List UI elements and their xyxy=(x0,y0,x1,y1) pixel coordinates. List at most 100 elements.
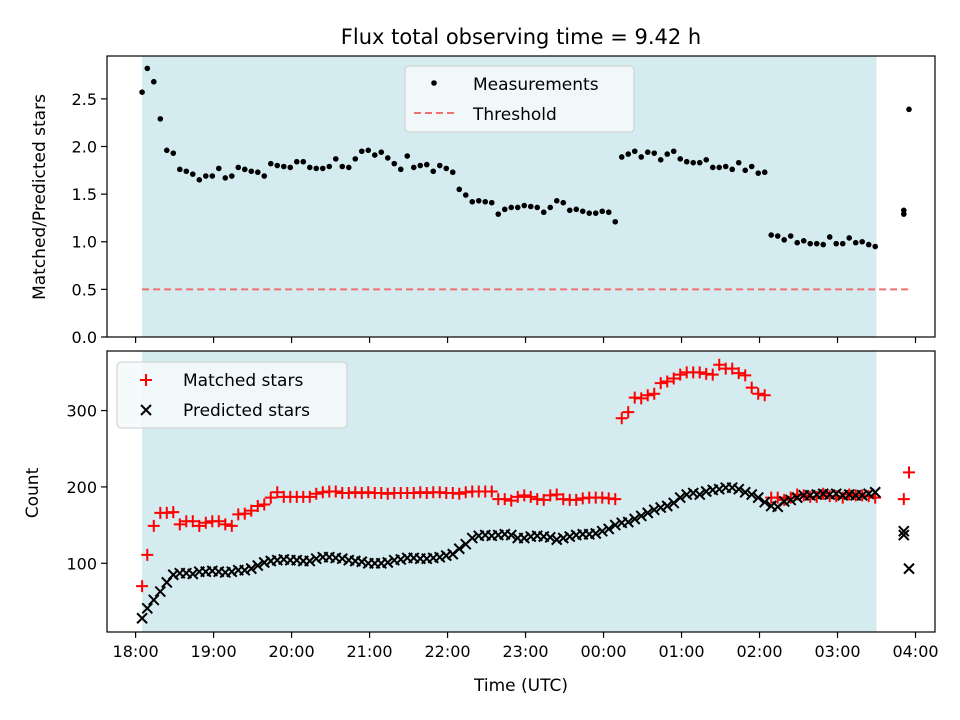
matched-stars-point xyxy=(271,486,284,499)
matched-stars-point xyxy=(726,362,739,375)
measurements-point xyxy=(774,233,781,239)
measurements-point xyxy=(280,163,287,170)
measurements-point xyxy=(449,169,456,176)
measurements-point xyxy=(807,240,814,247)
matched-stars-point xyxy=(693,366,706,379)
measurements-point xyxy=(553,197,560,204)
predicted-stars-point xyxy=(466,532,478,544)
measurements-point xyxy=(664,151,671,157)
measurements-point xyxy=(742,167,749,174)
matched-stars-point xyxy=(732,367,745,380)
measurements-point xyxy=(358,148,365,155)
measurements-point xyxy=(683,158,690,165)
predicted-stars-point xyxy=(661,500,673,512)
measurements-point xyxy=(228,173,235,179)
measurements-point xyxy=(677,156,684,162)
predicted-stars-point xyxy=(903,562,915,575)
measurements-point xyxy=(501,206,508,213)
matched-stars-point xyxy=(264,491,277,504)
measurements-point xyxy=(781,237,788,243)
x-tick-label: 22:00 xyxy=(425,642,471,661)
measurements-point xyxy=(709,164,716,171)
legend-measurements-marker xyxy=(431,80,437,86)
matched-stars-point xyxy=(199,516,212,529)
measurements-point xyxy=(521,202,528,209)
measurements-point xyxy=(716,164,723,171)
matched-stars-point xyxy=(609,493,622,506)
matched-stars-point xyxy=(758,389,771,402)
predicted-stars-point xyxy=(739,486,751,498)
matched-stars-point xyxy=(752,387,765,400)
measurements-point xyxy=(852,239,859,246)
matched-stars-point xyxy=(511,490,524,503)
predicted-stars-point xyxy=(898,529,910,541)
x-tick-label: 04:00 xyxy=(892,642,938,661)
measurements-point xyxy=(462,192,469,198)
measurements-point xyxy=(345,164,352,171)
measurements-point xyxy=(872,243,879,250)
predicted-stars-point xyxy=(642,507,654,519)
matched-stars-point xyxy=(706,368,719,381)
measurements-point xyxy=(293,158,300,165)
measurements-point xyxy=(397,166,404,173)
x-axis-label: Time (UTC) xyxy=(473,676,568,696)
measurements-point xyxy=(508,204,515,211)
measurements-point xyxy=(761,169,768,176)
matched-stars-point xyxy=(238,507,251,520)
legend-predicted-label: Predicted stars xyxy=(183,401,310,421)
matched-stars-point xyxy=(622,406,635,419)
matched-stars-point xyxy=(219,518,232,531)
matched-stars-point xyxy=(505,494,518,507)
measurements-point xyxy=(657,157,664,163)
measurements-point xyxy=(306,164,313,171)
legend-measurements-label: Measurements xyxy=(473,75,599,95)
measurements-point xyxy=(612,218,619,225)
matched-stars-point xyxy=(141,548,154,561)
measurements-point xyxy=(254,169,261,176)
measurements-point xyxy=(378,149,385,156)
measurements-point xyxy=(560,199,567,206)
measurements-point xyxy=(794,239,801,246)
measurements-point xyxy=(150,78,157,85)
measurements-point xyxy=(202,173,209,179)
matched-stars-point xyxy=(778,493,791,506)
measurements-point xyxy=(547,204,554,211)
matched-stars-point xyxy=(654,377,667,390)
predicted-stars-point xyxy=(622,516,634,528)
measurements-point xyxy=(631,148,638,155)
matched-stars-point xyxy=(225,519,238,532)
matched-stars-point xyxy=(648,387,661,400)
measurements-point xyxy=(729,166,736,173)
measurements-point xyxy=(527,203,534,210)
measurements-point xyxy=(267,160,274,167)
bottom-panel: 18:00 19:00 20:00 21:00 22:00 23:00 00:00 01:00… xyxy=(23,350,939,696)
measurements-point xyxy=(644,149,651,156)
measurements-point xyxy=(906,106,912,113)
measurements-point xyxy=(443,165,450,172)
matched-stars-point xyxy=(186,515,199,528)
measurements-point xyxy=(436,162,443,169)
measurements-point xyxy=(430,168,437,175)
measurements-point xyxy=(352,156,359,162)
measurements-point xyxy=(703,157,710,163)
matched-stars-point xyxy=(453,487,466,500)
top-panel-legend-box xyxy=(404,65,635,133)
legend-matched-label: Matched stars xyxy=(183,371,303,391)
x-tick-label: 20:00 xyxy=(269,642,315,661)
measurements-point xyxy=(326,163,333,170)
matched-stars-point xyxy=(329,485,342,498)
x-tick-label: 23:00 xyxy=(502,642,548,661)
bottom-panel-legend: Matched stars Predicted stars xyxy=(116,361,348,429)
measurements-point xyxy=(586,210,593,216)
predicted-stars-point xyxy=(544,531,556,544)
matched-stars-point xyxy=(485,485,498,498)
measurements-point xyxy=(826,234,833,240)
measurements-point xyxy=(599,208,606,215)
matched-stars-point xyxy=(661,375,674,388)
matched-stars-point xyxy=(258,498,271,511)
measurements-point xyxy=(139,89,145,95)
predicted-stars-point xyxy=(590,527,602,540)
measurements-point xyxy=(196,177,203,183)
measurements-point xyxy=(235,164,242,171)
